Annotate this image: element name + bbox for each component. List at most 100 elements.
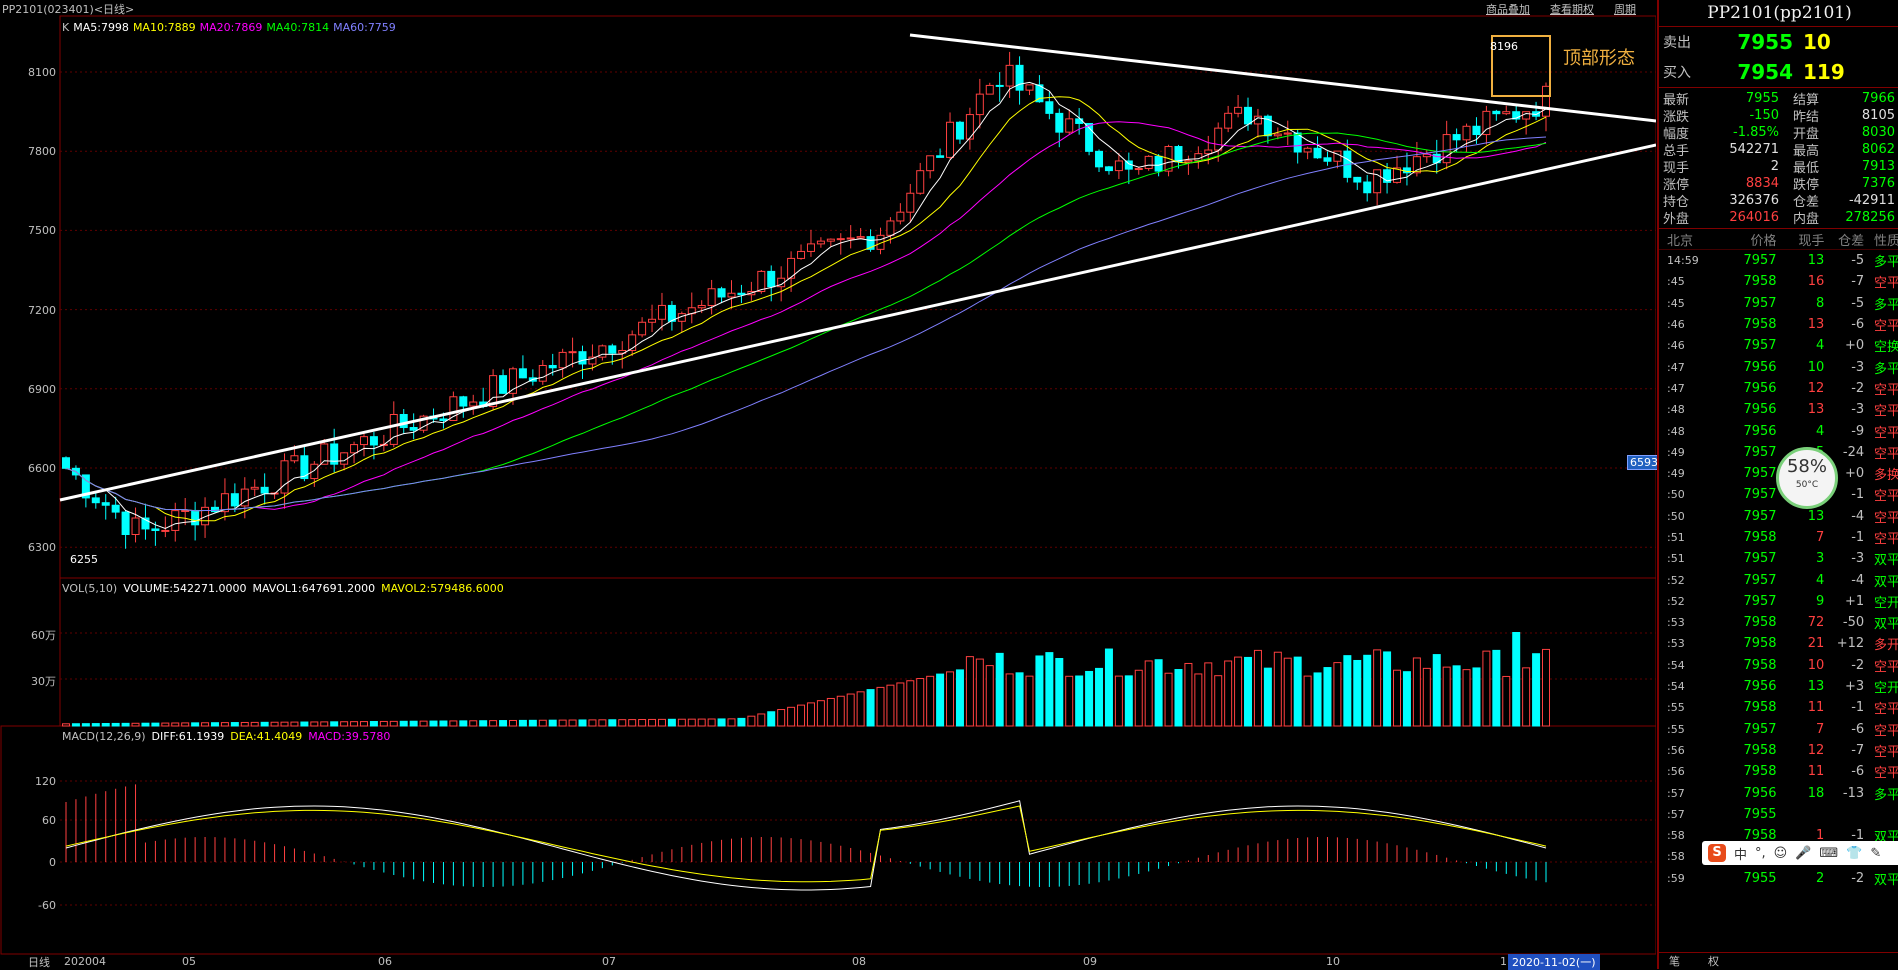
tick-nature: 空平 bbox=[1873, 319, 1898, 335]
tick-oi: -7 bbox=[1851, 274, 1865, 290]
tick-nature: 多平 bbox=[1873, 787, 1898, 803]
tick-oi: +1 bbox=[1844, 593, 1865, 609]
tab-rights[interactable]: 权 bbox=[1708, 955, 1719, 968]
tick-qty: 13 bbox=[1807, 253, 1825, 269]
menu-period[interactable]: 周期 bbox=[1614, 3, 1636, 16]
volume-bar bbox=[995, 652, 1004, 727]
ma10-label: MA10:7889 bbox=[132, 21, 196, 34]
ticks-head-nature: 性质 bbox=[1873, 233, 1898, 249]
volume-bar bbox=[141, 722, 150, 727]
candle-body bbox=[1462, 125, 1471, 141]
kline-chart-area[interactable]: PP2101(023401)<日线> 商品叠加 查看期权 周期 K MA5:79… bbox=[0, 0, 1661, 970]
tick-price: 7957 bbox=[1743, 444, 1777, 460]
ma60-label: MA60:7759 bbox=[333, 21, 396, 34]
volume-bar bbox=[260, 721, 269, 727]
price-tick-7800: 7800 bbox=[28, 145, 56, 158]
stat-row: 外盘 264016 内盘 278256 bbox=[1659, 209, 1898, 227]
tick-price: 7957 bbox=[1743, 508, 1777, 524]
stat-value: 8834 bbox=[1745, 176, 1779, 191]
volume-bar bbox=[1442, 666, 1451, 727]
stat-value2: 7376 bbox=[1861, 176, 1895, 191]
ma40-line bbox=[65, 132, 1547, 512]
tick-oi: -5 bbox=[1851, 253, 1865, 269]
tick-nature: 双平 bbox=[1873, 553, 1898, 569]
chart-top-bar: PP2101(023401)<日线> 商品叠加 查看期权 周期 bbox=[0, 0, 1656, 16]
tick-row: :54 7958 10 -2 空平 bbox=[1659, 655, 1898, 676]
ime-mic-icon[interactable]: 🎤 bbox=[1795, 845, 1812, 861]
chart-menu: 商品叠加 查看期权 周期 bbox=[1486, 1, 1636, 17]
volume-bar bbox=[121, 722, 130, 727]
volume-bar bbox=[727, 718, 736, 727]
tick-price: 7955 bbox=[1743, 806, 1777, 822]
stat-value: 542271 bbox=[1729, 142, 1779, 157]
ime-tools-icon[interactable]: ✎ bbox=[1870, 845, 1882, 861]
sogou-logo-icon[interactable]: S bbox=[1708, 844, 1726, 862]
candle-body bbox=[489, 375, 498, 408]
tick-time: :47 bbox=[1667, 381, 1685, 395]
ask-row: 卖出 7955 10 bbox=[1659, 27, 1898, 57]
volume-bar bbox=[469, 720, 478, 727]
volume-bar bbox=[767, 711, 776, 727]
volume-bar bbox=[1025, 675, 1034, 727]
volume-bar bbox=[369, 721, 378, 727]
volume-bar bbox=[608, 719, 617, 727]
tick-qty: 16 bbox=[1807, 274, 1825, 290]
ticks-list[interactable]: 14:59 7957 13 -5 多平:45 7958 16 -7 空平:45 7957 8 -5 多平… bbox=[1659, 250, 1898, 889]
volume-bar bbox=[747, 715, 756, 727]
volume-bar bbox=[399, 720, 408, 727]
candle-body bbox=[469, 401, 478, 407]
candle-body bbox=[985, 84, 994, 95]
daily-period-button[interactable]: 日线 bbox=[28, 956, 50, 969]
tick-nature: 多开 bbox=[1873, 638, 1898, 654]
macd-tick-120: 120 bbox=[35, 775, 56, 788]
kline-chart-svg[interactable] bbox=[0, 0, 1656, 969]
price-tick-6300: 6300 bbox=[28, 541, 56, 554]
volume-bar bbox=[1412, 657, 1421, 727]
candle-body bbox=[1353, 176, 1362, 183]
tick-row: :50 7957 13 -4 空平 bbox=[1659, 506, 1898, 527]
volume-bar bbox=[1184, 662, 1193, 727]
volume-bar bbox=[1353, 659, 1362, 727]
tick-oi: -2 bbox=[1851, 657, 1865, 673]
x-tick-06: 06 bbox=[378, 955, 392, 968]
ime-keyboard-icon[interactable]: ⌨ bbox=[1819, 845, 1839, 861]
candle-body bbox=[1224, 112, 1233, 129]
ime-emoji-icon[interactable]: ☺ bbox=[1773, 845, 1788, 861]
tick-oi: -2 bbox=[1851, 870, 1865, 886]
tick-time: :48 bbox=[1667, 424, 1685, 438]
tick-oi: -1 bbox=[1851, 530, 1865, 545]
candle-body bbox=[916, 170, 925, 194]
stat-value2: 8030 bbox=[1861, 125, 1895, 140]
candle-body bbox=[1492, 110, 1501, 115]
volume-bar bbox=[876, 686, 885, 727]
stat-row: 幅度 -1.85% 开盘 8030 bbox=[1659, 124, 1898, 142]
volume-bar bbox=[638, 719, 647, 727]
ime-punct-icon[interactable]: °, bbox=[1755, 845, 1766, 861]
tick-nature: 空开 bbox=[1873, 595, 1898, 611]
candle-body bbox=[1174, 146, 1183, 163]
tab-ticks[interactable]: 笔 bbox=[1669, 955, 1680, 968]
vol-mavol2: MAVOL2:579486.6000 bbox=[381, 582, 504, 595]
volume-bar bbox=[62, 723, 70, 727]
candle-body bbox=[141, 517, 150, 530]
stat-key: 涨跌 bbox=[1663, 110, 1690, 125]
macd-value: MACD:39.5780 bbox=[308, 730, 391, 743]
price-panel-frame bbox=[59, 15, 1656, 579]
candle-body bbox=[856, 236, 865, 239]
cpu-gauge-widget[interactable]: 58% 50°C bbox=[1776, 447, 1838, 509]
menu-overlay-commodity[interactable]: 商品叠加 bbox=[1486, 3, 1530, 16]
ime-toolbar[interactable]: S 中 °, ☺ 🎤 ⌨ 👕 ✎ bbox=[1702, 841, 1898, 865]
ime-chinese-toggle[interactable]: 中 bbox=[1734, 847, 1748, 863]
candle-body bbox=[1234, 106, 1243, 114]
tick-nature: 双平 bbox=[1873, 574, 1898, 590]
stat-key2: 结算 bbox=[1793, 93, 1820, 108]
volume-bar bbox=[1253, 649, 1262, 727]
menu-view-options[interactable]: 查看期权 bbox=[1550, 3, 1594, 16]
ime-skin-icon[interactable]: 👕 bbox=[1846, 845, 1863, 861]
low-price-label: 6255 bbox=[70, 553, 98, 566]
gauge-temp: 50°C bbox=[1795, 480, 1819, 490]
tick-oi: +3 bbox=[1844, 679, 1865, 695]
candle-body bbox=[1104, 166, 1113, 172]
volume-bar bbox=[171, 722, 180, 727]
